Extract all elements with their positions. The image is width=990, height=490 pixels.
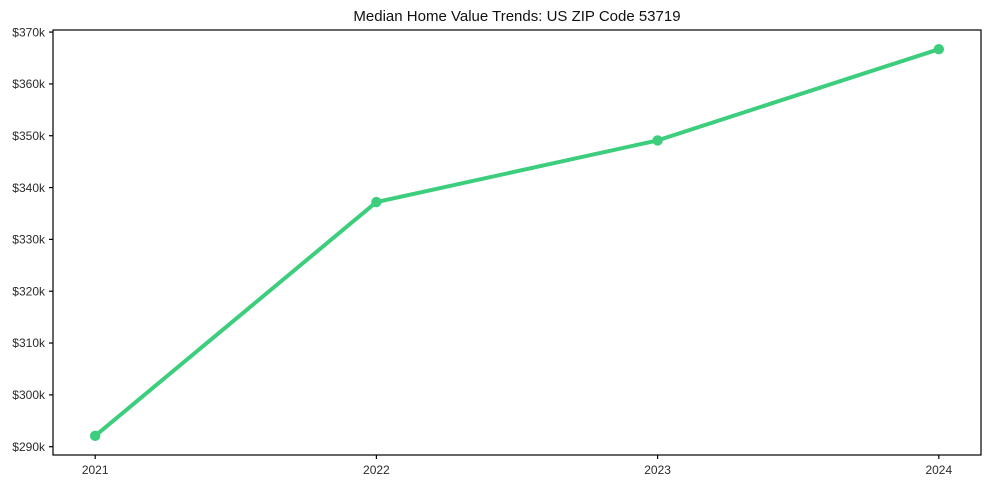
y-tick-label: $290k: [12, 440, 46, 454]
plot-area-border: [52, 29, 982, 456]
y-tick-label: $330k: [12, 233, 46, 247]
data-point-marker: [371, 196, 382, 208]
data-point-marker: [933, 43, 945, 55]
data-point-marker: [89, 430, 101, 442]
x-tick-label: 2021: [82, 463, 109, 477]
data-point-marker: [652, 135, 663, 146]
y-tick-label: $310k: [12, 336, 46, 350]
x-axis-ticks: 2021 2022 2023 2024: [82, 455, 952, 477]
y-tick-label: $340k: [12, 181, 46, 195]
x-tick-label: 2024: [925, 463, 952, 477]
line-series: [93, 47, 941, 438]
y-tick-label: $300k: [12, 388, 46, 402]
x-tick-label: 2022: [363, 463, 390, 477]
line-series-layer: [89, 43, 945, 442]
x-tick-label: 2023: [644, 463, 671, 477]
y-tick-label: $360k: [12, 77, 46, 91]
y-tick-label: $370k: [12, 25, 46, 39]
chart-title: Median Home Value Trends: US ZIP Code 53…: [353, 8, 680, 25]
y-tick-label: $320k: [12, 284, 46, 298]
y-axis-ticks: $290k $300k $310k $320k $330k $340k $350k $360k…: [12, 25, 53, 454]
y-tick-label: $350k: [12, 129, 46, 143]
